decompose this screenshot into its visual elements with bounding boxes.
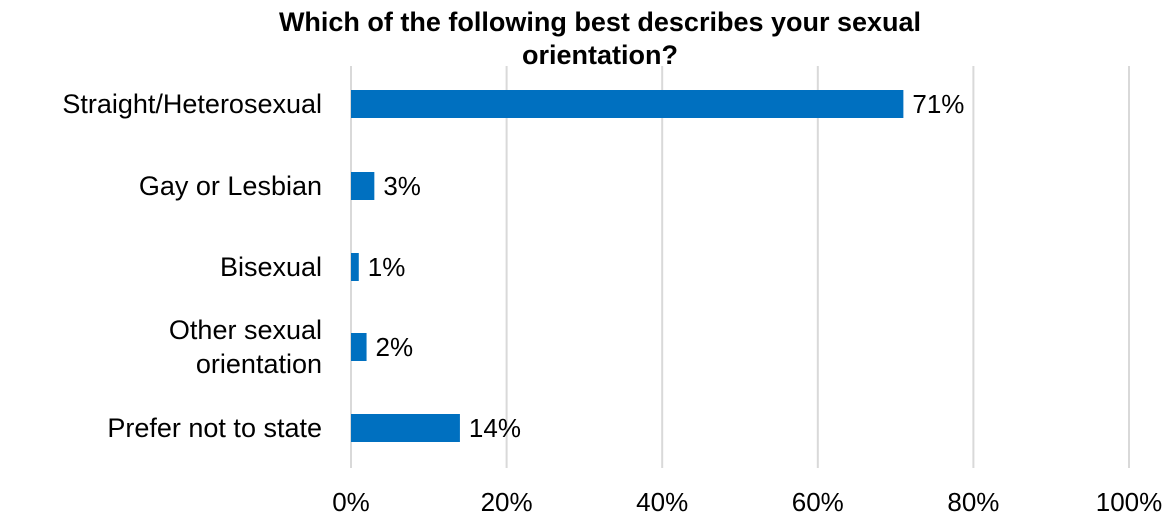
x-tick-label: 40% xyxy=(636,487,688,517)
data-label: 1% xyxy=(368,252,406,282)
category-label: Gay or Lesbian xyxy=(139,171,322,201)
x-tick-label: 100% xyxy=(1096,487,1163,517)
bar xyxy=(351,172,375,200)
data-label: 3% xyxy=(383,171,421,201)
data-label: 71% xyxy=(912,89,964,119)
category-label: Prefer not to state xyxy=(107,413,322,443)
bar xyxy=(351,90,904,118)
bar xyxy=(351,333,367,361)
bar xyxy=(351,414,460,442)
category-label: Bisexual xyxy=(220,252,322,282)
bar xyxy=(351,253,359,281)
x-tick-label: 20% xyxy=(481,487,533,517)
labels: 0% 20% 40% 60% 80% 100% 71% Straight/Heterosexu… xyxy=(62,89,1162,517)
data-label: 2% xyxy=(376,332,414,362)
bars xyxy=(351,90,904,442)
category-label: Other sexual xyxy=(169,315,322,345)
category-label: orientation xyxy=(196,349,322,379)
data-label: 14% xyxy=(469,413,521,443)
chart-title: Which of the following best describes yo… xyxy=(278,7,922,70)
category-label: Straight/Heterosexual xyxy=(62,89,322,119)
x-tick-label: 0% xyxy=(332,487,370,517)
gridlines xyxy=(350,66,1130,468)
x-tick-label: 60% xyxy=(792,487,844,517)
x-tick-label: 80% xyxy=(947,487,999,517)
